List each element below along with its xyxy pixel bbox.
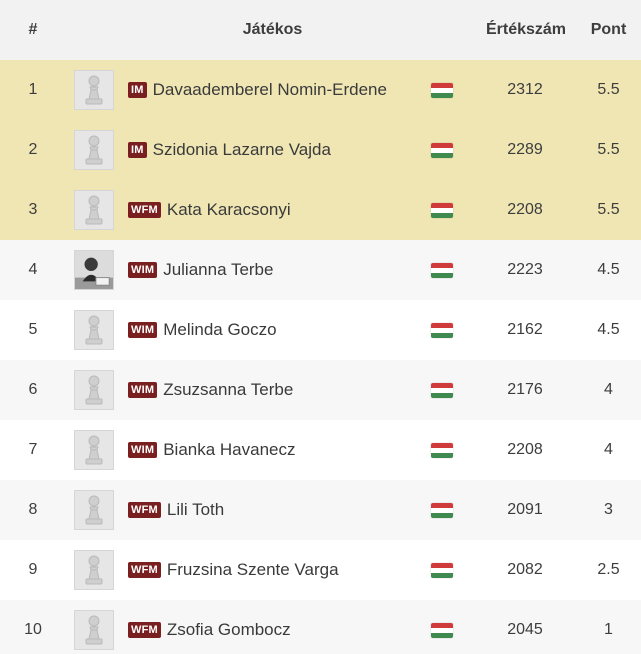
hungary-flag-icon [431,142,453,158]
rating-cell: 2082 [507,561,543,578]
title-badge: WIM [128,442,158,458]
player-name-link[interactable]: Davaademberel Nomin-Erdene [152,80,387,99]
points-cell: 4 [604,381,613,398]
rank-cell: 2 [28,141,38,158]
avatar-photo[interactable] [74,250,114,290]
table-row[interactable]: 3 WFM Kata Karacsonyi 2208 5.5 [0,180,641,240]
pawn-icon[interactable] [74,430,114,470]
pawn-icon[interactable] [74,310,114,350]
hungary-flag-icon [431,442,453,458]
player-cell[interactable]: WFM Lili Toth [74,490,224,530]
table-row[interactable]: 4 WIM Julianna Terbe 2223 4.5 [0,240,641,300]
pawn-icon[interactable] [74,490,114,530]
pawn-icon[interactable] [74,190,114,230]
player-name-link[interactable]: Lili Toth [166,500,225,519]
pawn-icon[interactable] [74,70,114,110]
rank-header: # [28,21,38,38]
player-name-link[interactable]: Bianka Havanecz [163,440,296,459]
hungary-flag-icon [431,622,453,638]
title-badge: WIM [128,382,158,398]
hungary-flag-icon [431,322,453,338]
rank-cell: 8 [28,501,38,518]
table-row[interactable]: 5 WIM Melinda Goczo 2162 4.5 [0,300,641,360]
title-badge: IM [128,82,147,98]
pawn-icon[interactable] [74,130,114,170]
rating-cell: 2208 [507,441,543,458]
player-name-link[interactable]: Julianna Terbe [163,260,274,279]
player-name-link[interactable]: Zsuzsanna Terbe [163,380,294,399]
rating-cell: 2208 [507,201,543,218]
player-cell[interactable]: WIM Zsuzsanna Terbe [74,370,293,410]
rating-cell: 2162 [507,321,543,338]
hungary-flag-icon [431,82,453,98]
points-header: Pont [590,21,627,38]
table-row[interactable]: 7 WIM Bianka Havanecz 2208 4 [0,420,641,480]
rank-cell: 5 [28,321,38,338]
rank-cell: 9 [28,561,38,578]
rank-cell: 6 [28,381,38,398]
title-badge: WFM [128,622,161,638]
table-row[interactable]: 10 WFM Zsofia Gombocz 2045 1 [0,600,641,654]
points-cell: 3 [604,501,613,518]
rank-cell: 3 [28,201,38,218]
hungary-flag-icon [431,262,453,278]
pawn-icon[interactable] [74,550,114,590]
rating-cell: 2176 [507,381,543,398]
rank-cell: 4 [28,261,38,278]
rating-cell: 2091 [507,501,543,518]
player-name-link[interactable]: Melinda Goczo [163,320,277,339]
rank-cell: 10 [24,621,42,638]
rank-cell: 7 [28,441,38,458]
player-cell[interactable]: IM Szidonia Lazarne Vajda [74,130,331,170]
player-cell[interactable]: WFM Zsofia Gombocz [74,610,291,650]
points-cell: 5.5 [597,141,620,158]
rating-cell: 2312 [507,81,543,98]
title-badge: WFM [128,562,161,578]
hungary-flag-icon [431,502,453,518]
player-cell[interactable]: WFM Fruzsina Szente Varga [74,550,339,590]
table-header: # Játékos Értékszám Pont [0,0,641,60]
pawn-icon[interactable] [74,370,114,410]
player-cell[interactable]: WIM Julianna Terbe [74,250,273,290]
table-row[interactable]: 6 WIM Zsuzsanna Terbe 2176 4 [0,360,641,420]
rating-cell: 2289 [507,141,543,158]
title-badge: WIM [128,262,158,278]
rating-cell: 2045 [507,621,543,638]
title-badge: WFM [128,202,161,218]
player-name-link[interactable]: Kata Karacsonyi [166,200,291,219]
table-row[interactable]: 8 WFM Lili Toth 2091 3 [0,480,641,540]
table-row[interactable]: 1 IM Davaademberel Nomin-Erdene 2312 5.5 [0,60,641,120]
player-cell[interactable]: IM Davaademberel Nomin-Erdene [74,70,387,110]
player-cell[interactable]: WIM Bianka Havanecz [74,430,296,470]
title-badge: WFM [128,502,161,518]
points-cell: 4.5 [597,261,620,278]
rating-cell: 2223 [507,261,543,278]
hungary-flag-icon [431,202,453,218]
points-cell: 5.5 [597,201,620,218]
points-cell: 2.5 [597,561,620,578]
hungary-flag-icon [431,382,453,398]
points-cell: 4.5 [597,321,620,338]
hungary-flag-icon [431,562,453,578]
points-cell: 4 [604,441,613,458]
player-header: Játékos [242,21,303,38]
table-row[interactable]: 2 IM Szidonia Lazarne Vajda 2289 5.5 [0,120,641,180]
title-badge: IM [128,142,147,158]
player-name-link[interactable]: Szidonia Lazarne Vajda [152,140,331,159]
rating-header: Értékszám [485,21,567,38]
table-row[interactable]: 9 WFM Fruzsina Szente Varga 2082 2.5 [0,540,641,600]
points-cell: 5.5 [597,81,620,98]
title-badge: WIM [128,322,158,338]
player-cell[interactable]: WIM Melinda Goczo [74,310,277,350]
player-name-link[interactable]: Zsofia Gombocz [166,620,291,639]
points-cell: 1 [604,621,613,638]
pawn-icon[interactable] [74,610,114,650]
player-cell[interactable]: WFM Kata Karacsonyi [74,190,291,230]
rank-cell: 1 [28,81,38,98]
player-name-link[interactable]: Fruzsina Szente Varga [166,560,339,579]
